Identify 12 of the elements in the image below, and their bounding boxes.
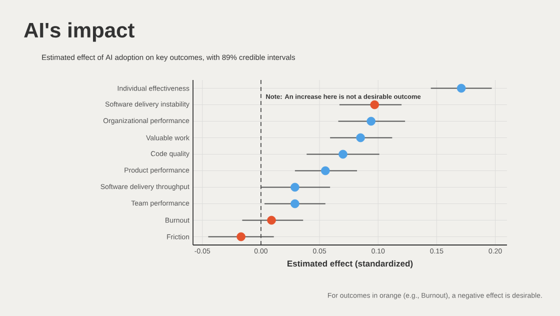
chart-title: AI's impact bbox=[24, 22, 134, 42]
point bbox=[338, 150, 348, 159]
point bbox=[366, 116, 376, 126]
x-axis-title: Estimated effect (standardized) bbox=[288, 260, 413, 268]
point bbox=[320, 166, 330, 176]
point bbox=[267, 216, 276, 225]
point bbox=[290, 182, 300, 192]
point bbox=[236, 232, 246, 242]
point bbox=[456, 84, 466, 93]
point bbox=[290, 199, 300, 208]
point bbox=[356, 133, 365, 142]
point bbox=[370, 100, 379, 110]
